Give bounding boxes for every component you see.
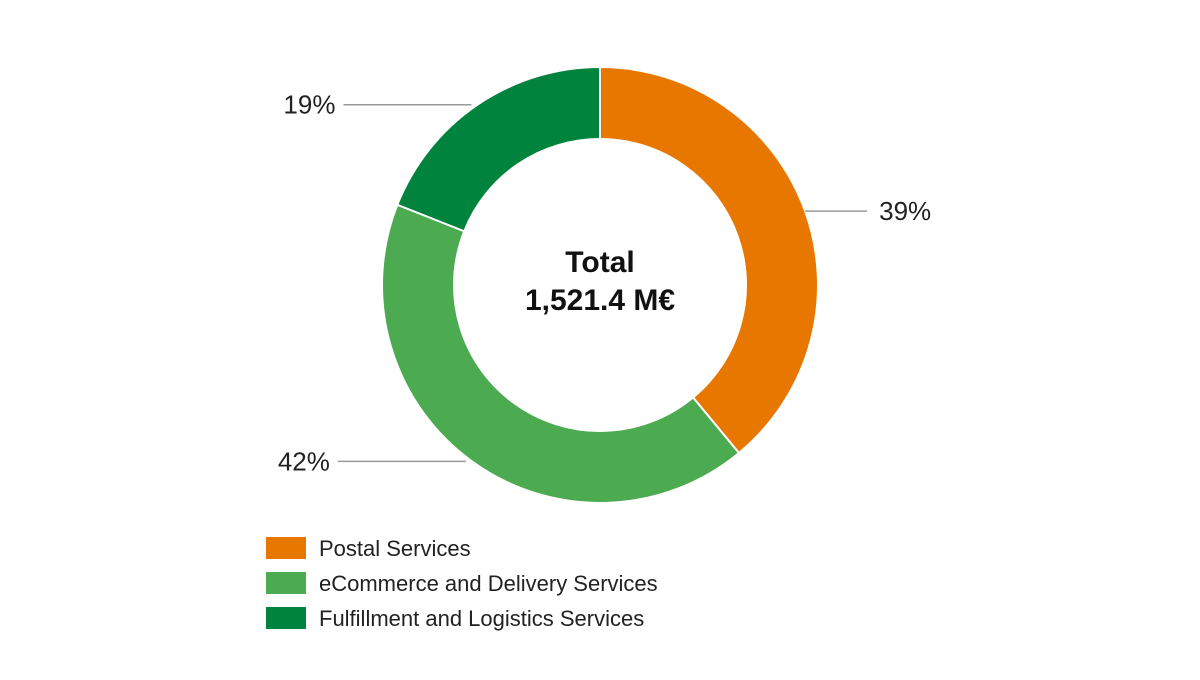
legend-item-0: Postal Services — [266, 536, 471, 561]
center-total-value: 1,521.4 M€ — [525, 284, 675, 317]
legend-swatch-2 — [266, 607, 306, 629]
percentage-label-2: 19% — [283, 90, 335, 120]
legend-label-1: eCommerce and Delivery Services — [319, 571, 658, 596]
donut-slice-2 — [396, 65, 601, 233]
center-title: Total — [565, 246, 634, 279]
leader-lines — [337, 103, 868, 463]
percentage-label-0: 39% — [879, 196, 931, 226]
percentage-labels: 39% 42% 19% — [278, 90, 931, 477]
legend-swatch-0 — [266, 537, 306, 559]
slices-layer — [381, 65, 819, 504]
legend-swatch-1 — [266, 572, 306, 594]
legend-label-2: Fulfillment and Logistics Services — [319, 606, 644, 631]
percentage-label-1: 42% — [278, 446, 330, 476]
donut-slice-1 — [381, 203, 741, 504]
legend-label-0: Postal Services — [319, 536, 471, 561]
donut-slice-0 — [599, 65, 819, 455]
legend-item-2: Fulfillment and Logistics Services — [266, 606, 644, 631]
legend: Postal Services eCommerce and Delivery Se… — [266, 536, 658, 631]
legend-item-1: eCommerce and Delivery Services — [266, 571, 658, 596]
